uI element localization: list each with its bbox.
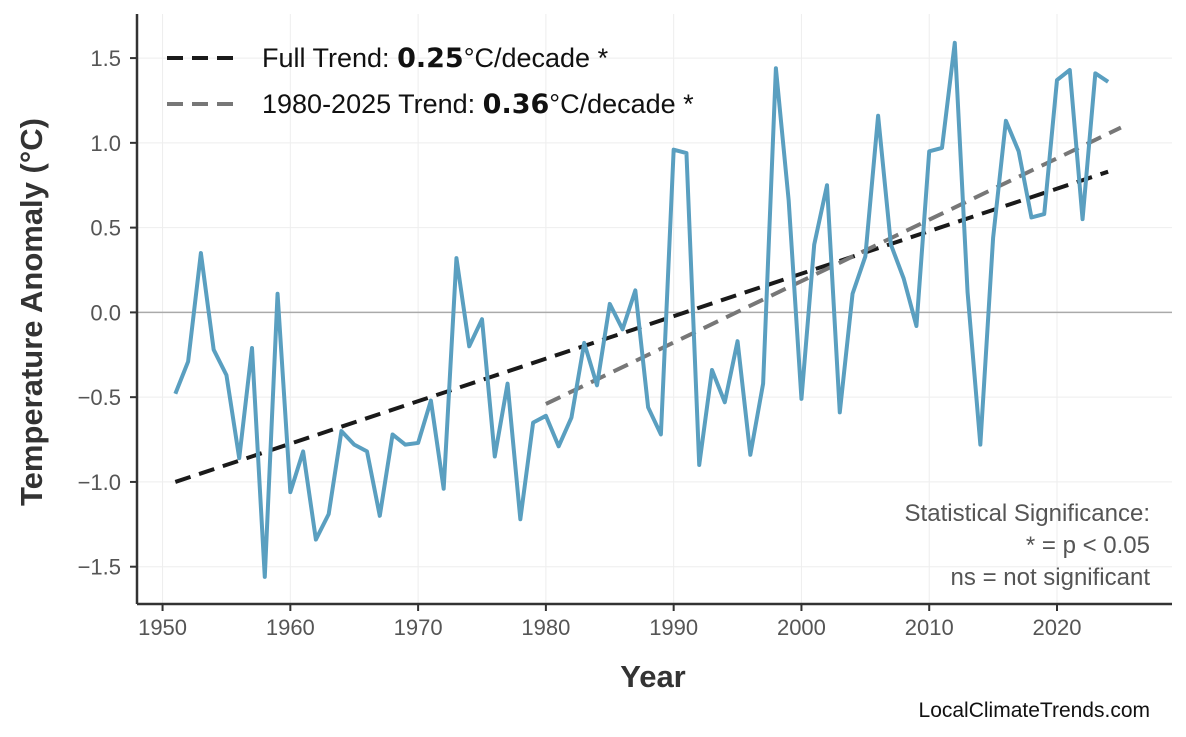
y-tick-label: −1.5 xyxy=(78,555,121,580)
y-tick-label: 1.5 xyxy=(90,46,121,71)
x-tick-label: 2000 xyxy=(777,615,826,640)
y-axis-label: Temperature Anomaly (°C) xyxy=(14,118,49,506)
series-layer xyxy=(173,40,1110,579)
annotation-line: ns = not significant xyxy=(951,564,1151,591)
y-tick-label: 1.0 xyxy=(90,131,121,156)
x-tick-label: 2020 xyxy=(1033,615,1082,640)
y-tick-label: −0.5 xyxy=(78,385,121,410)
x-tick-label: 1960 xyxy=(266,615,315,640)
x-tick-label: 1950 xyxy=(138,615,187,640)
legend-entry: Full Trend: 0.25°C/decade * xyxy=(262,43,609,74)
axes: 1950 1960 1970 1980 1990 2000 2010 2020 −1.5 −1.0… xyxy=(78,14,1172,640)
x-tick-label: 1990 xyxy=(649,615,698,640)
y-tick-label: 0.5 xyxy=(90,216,121,241)
gridlines xyxy=(137,14,1172,604)
legend: Full Trend: 0.25°C/decade * 1980-2025 Tre… xyxy=(167,43,694,120)
x-tick-label: 2010 xyxy=(905,615,954,640)
full-trend-line xyxy=(174,169,1109,484)
temperature-series-line xyxy=(173,40,1110,579)
significance-annotation: Statistical Significance: * = p < 0.05 ns … xyxy=(905,500,1151,591)
x-tick-label: 1970 xyxy=(394,615,443,640)
y-tick-label: 0.0 xyxy=(90,300,121,325)
watermark: LocalClimateTrends.com xyxy=(919,699,1150,722)
y-tick-label: −1.0 xyxy=(78,470,121,495)
annotation-line: Statistical Significance: xyxy=(905,500,1150,527)
x-tick-label: 1980 xyxy=(521,615,570,640)
annotation-line: * = p < 0.05 xyxy=(1026,532,1150,559)
x-axis-label: Year xyxy=(620,659,686,694)
legend-entry: 1980-2025 Trend: 0.36°C/decade * xyxy=(262,89,694,120)
